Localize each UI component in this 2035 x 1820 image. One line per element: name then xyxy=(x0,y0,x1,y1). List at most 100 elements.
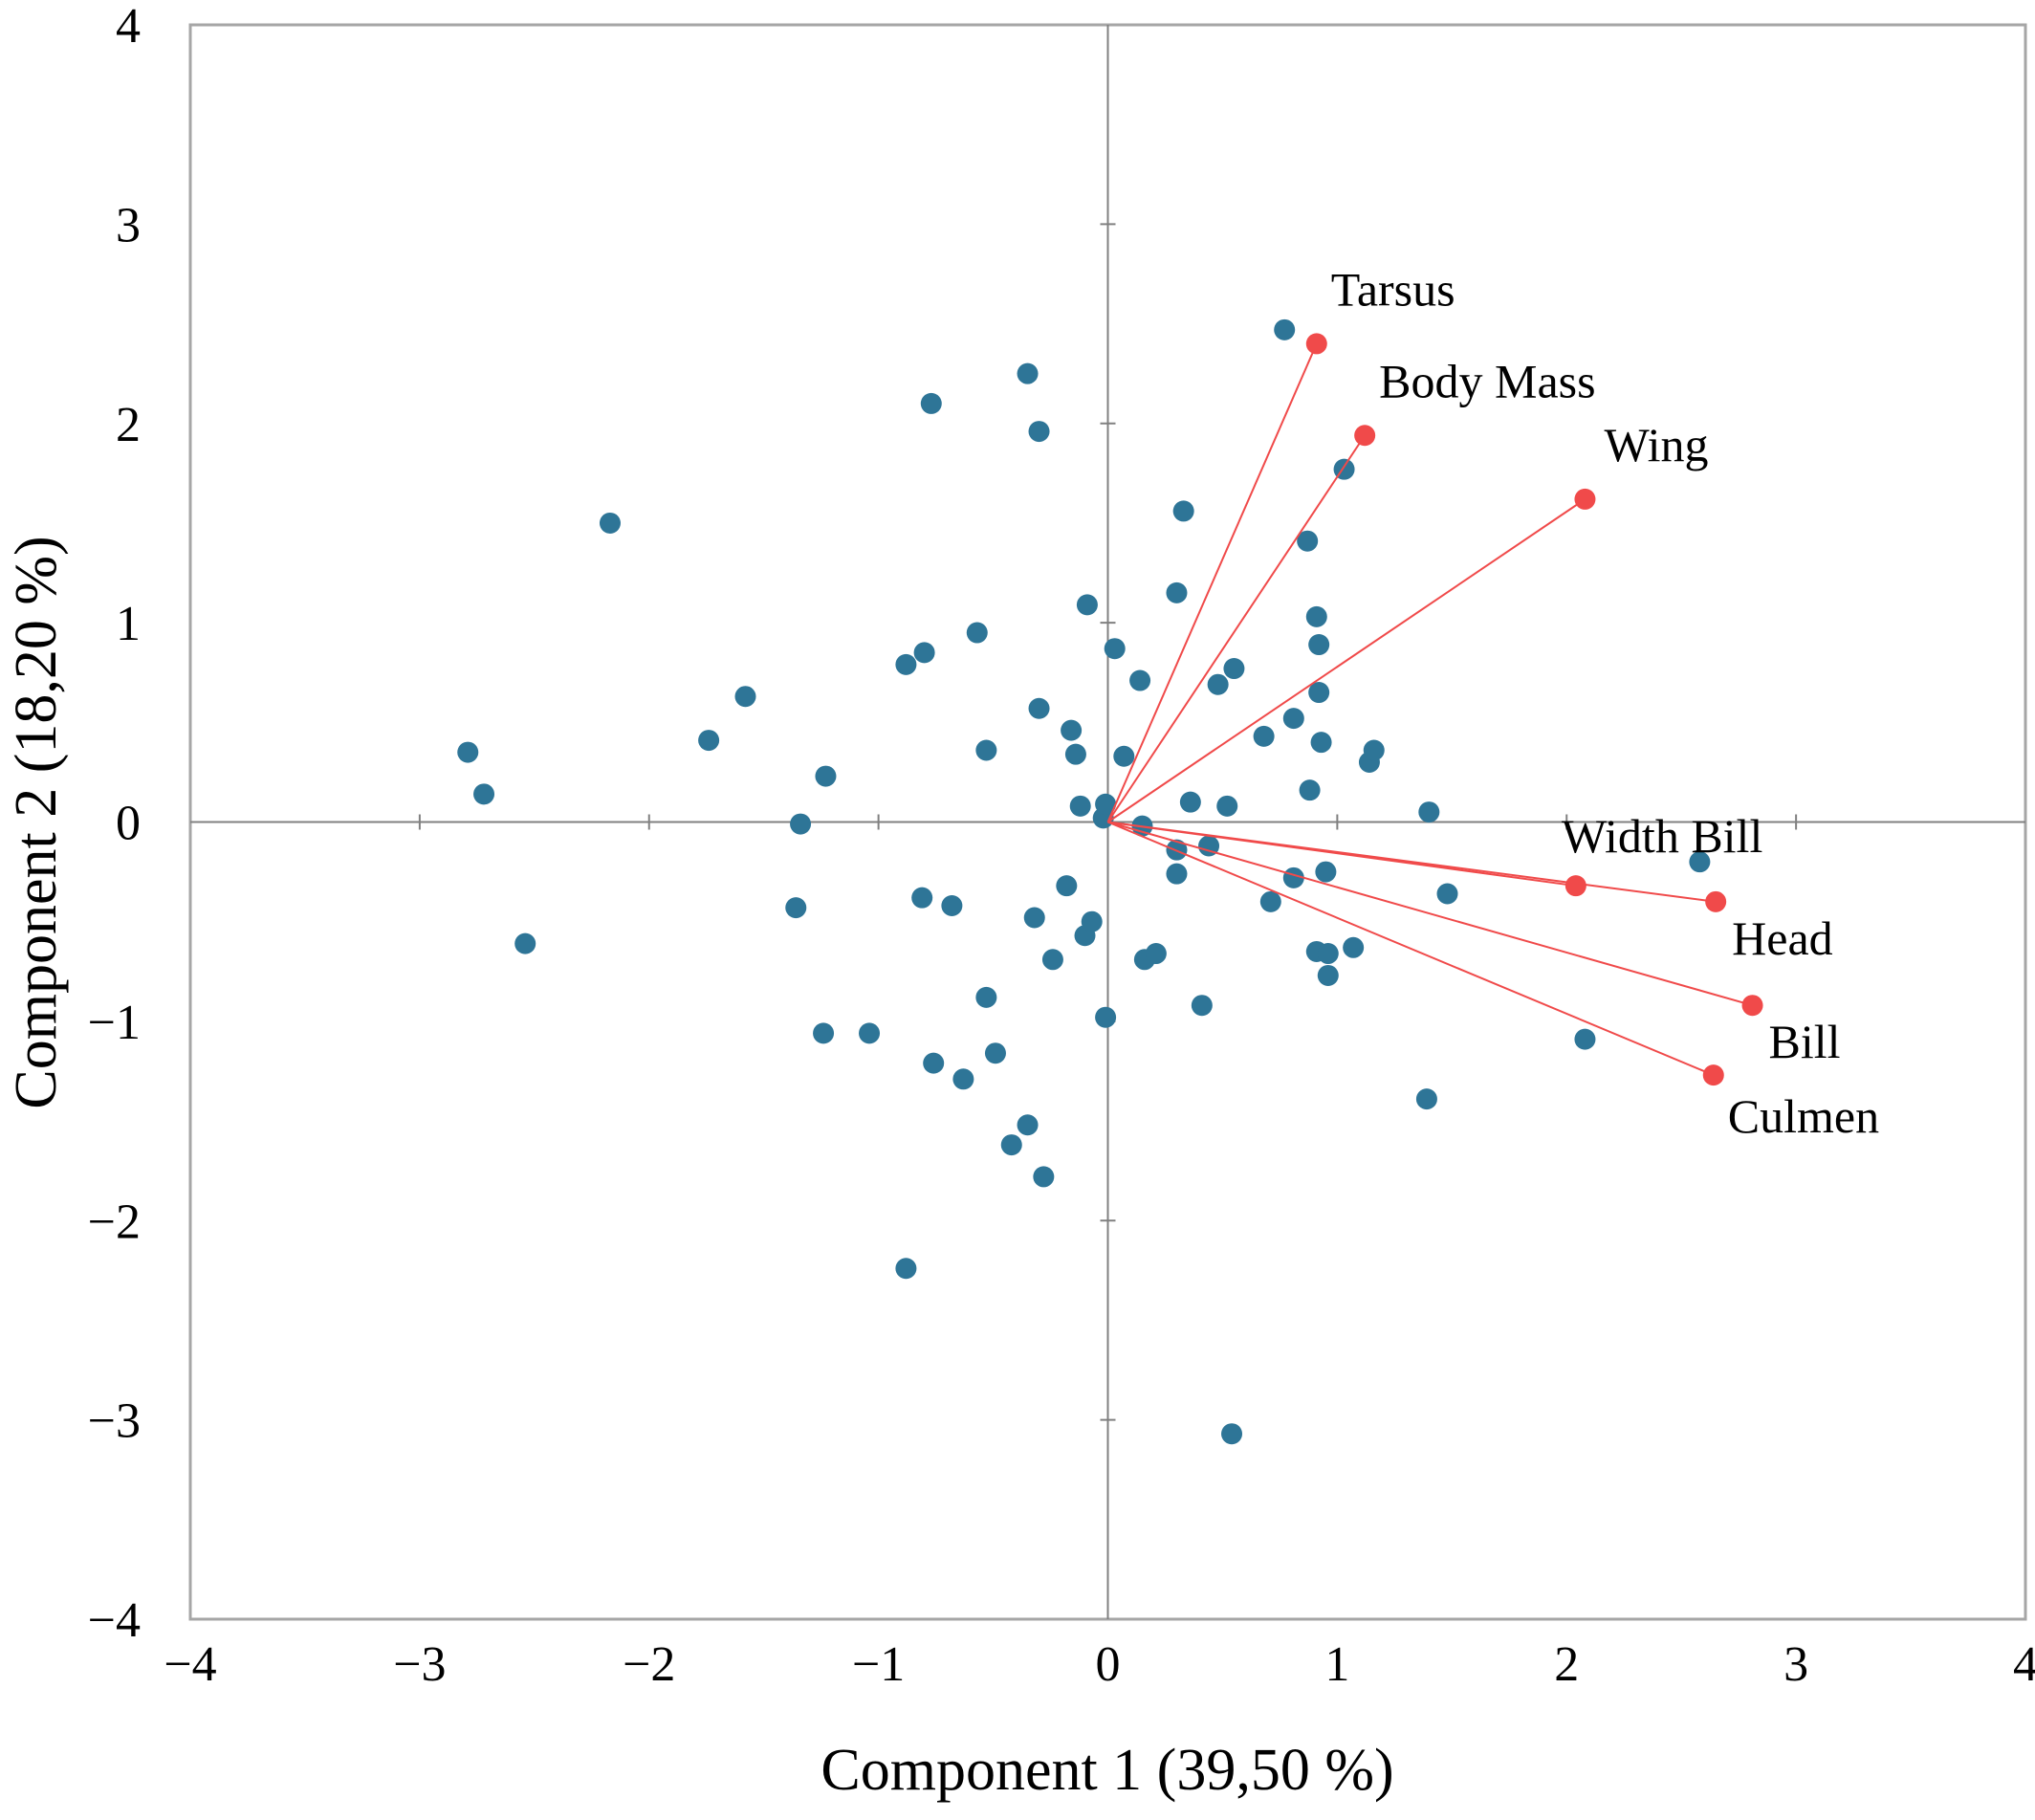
y-tick-label: 3 xyxy=(116,198,141,252)
data-point xyxy=(1415,1088,1437,1110)
data-point xyxy=(1064,743,1086,765)
data-point xyxy=(1297,530,1319,552)
data-point xyxy=(952,1068,974,1090)
data-point xyxy=(1574,1028,1596,1050)
loading-vector-line xyxy=(1107,821,1715,1077)
data-point xyxy=(1061,719,1083,741)
loading-vector-label: Head xyxy=(1732,911,1833,965)
data-point xyxy=(1028,697,1050,719)
data-point xyxy=(1221,1423,1243,1445)
loading-vector-label: Bill xyxy=(1769,1015,1841,1068)
data-point xyxy=(923,1052,945,1074)
data-point xyxy=(1689,851,1711,873)
data-point xyxy=(941,895,963,917)
y-tick-label: 4 xyxy=(116,0,141,54)
data-point xyxy=(1299,779,1321,801)
y-tick-label: 2 xyxy=(116,398,141,452)
data-point xyxy=(514,932,536,954)
data-point xyxy=(473,783,495,805)
data-point xyxy=(920,392,942,414)
data-point xyxy=(1308,634,1330,656)
data-point xyxy=(984,1042,1006,1064)
data-point xyxy=(1223,658,1245,680)
loading-vector-tip xyxy=(1354,425,1376,447)
loading-vector-tip xyxy=(1305,333,1327,355)
data-point xyxy=(895,653,917,675)
loading-vector-label: Wing xyxy=(1604,418,1708,471)
data-point xyxy=(1166,863,1188,885)
data-point xyxy=(1317,943,1339,965)
data-point xyxy=(1069,795,1091,817)
data-point xyxy=(1145,943,1167,965)
x-tick-label: 1 xyxy=(1324,1637,1349,1692)
loading-vector-tip xyxy=(1741,995,1763,1017)
loading-vector-line xyxy=(1106,434,1366,823)
data-point xyxy=(1076,594,1098,616)
data-point xyxy=(1000,1134,1022,1156)
data-point xyxy=(1172,500,1194,522)
loading-vector-label: Culmen xyxy=(1728,1089,1879,1143)
data-point xyxy=(1282,708,1304,730)
data-point xyxy=(813,1022,835,1044)
y-tick-label: 1 xyxy=(116,597,141,651)
data-point xyxy=(815,765,837,787)
loading-vector-tip xyxy=(1565,875,1586,897)
loading-vector-line xyxy=(1107,821,1753,1007)
data-point xyxy=(1216,795,1238,817)
x-tick-label: 2 xyxy=(1554,1637,1579,1692)
x-tick-label: −1 xyxy=(852,1637,905,1692)
observation-points xyxy=(457,318,1711,1445)
loading-vector-line xyxy=(1107,821,1717,903)
data-point xyxy=(975,986,997,1008)
y-tick-label: −2 xyxy=(88,1195,141,1249)
x-tick-label: −4 xyxy=(164,1637,216,1692)
x-tick-label: 4 xyxy=(2013,1637,2035,1692)
data-point xyxy=(1363,739,1385,761)
x-axis-title: Component 1 (39,50 %) xyxy=(821,1738,1393,1803)
loading-vector-line xyxy=(1106,498,1586,823)
data-point xyxy=(1198,835,1220,857)
tick-labels: −4 −3 −2 −1 0 1 2 3 4 −4 −3 −2 −1 0 1 2 3 4 xyxy=(88,0,2035,1692)
y-tick-label: 0 xyxy=(116,797,141,851)
data-point xyxy=(1104,638,1126,660)
y-tick-label: −3 xyxy=(88,1394,141,1449)
data-point xyxy=(1253,725,1275,747)
data-point xyxy=(975,739,997,761)
data-point xyxy=(911,887,933,909)
data-point xyxy=(1191,995,1213,1017)
data-point xyxy=(895,1258,917,1280)
data-point xyxy=(1308,682,1330,704)
data-point xyxy=(698,730,720,752)
data-point xyxy=(1095,1006,1117,1028)
loading-vector-tip xyxy=(1705,890,1727,912)
data-point xyxy=(785,897,807,919)
data-point xyxy=(599,512,621,534)
data-point xyxy=(1179,791,1201,813)
data-point xyxy=(1023,907,1045,929)
data-point xyxy=(859,1022,881,1044)
data-point xyxy=(1017,1114,1039,1136)
loading-vector-line xyxy=(1106,342,1318,822)
data-point xyxy=(1129,669,1151,691)
data-point xyxy=(1315,861,1337,883)
loading-vector-label: Body Mass xyxy=(1379,354,1595,407)
x-tick-label: 3 xyxy=(1783,1637,1808,1692)
data-point xyxy=(1095,793,1117,815)
data-point xyxy=(966,622,988,644)
data-point xyxy=(1017,362,1039,384)
data-point xyxy=(1041,949,1063,971)
loading-vector-label: Width Bill xyxy=(1562,809,1763,863)
data-point xyxy=(1207,673,1229,695)
data-point xyxy=(1274,318,1296,340)
data-point xyxy=(1310,732,1332,754)
loading-vector-tip xyxy=(1702,1064,1724,1086)
x-tick-label: −3 xyxy=(393,1637,446,1692)
y-tick-label: −1 xyxy=(88,996,141,1050)
data-point xyxy=(1033,1166,1055,1188)
data-point xyxy=(1081,910,1103,932)
data-point xyxy=(457,741,479,763)
loading-vector-label: Tarsus xyxy=(1331,262,1455,316)
data-point xyxy=(1056,875,1078,897)
data-point xyxy=(1343,936,1365,958)
